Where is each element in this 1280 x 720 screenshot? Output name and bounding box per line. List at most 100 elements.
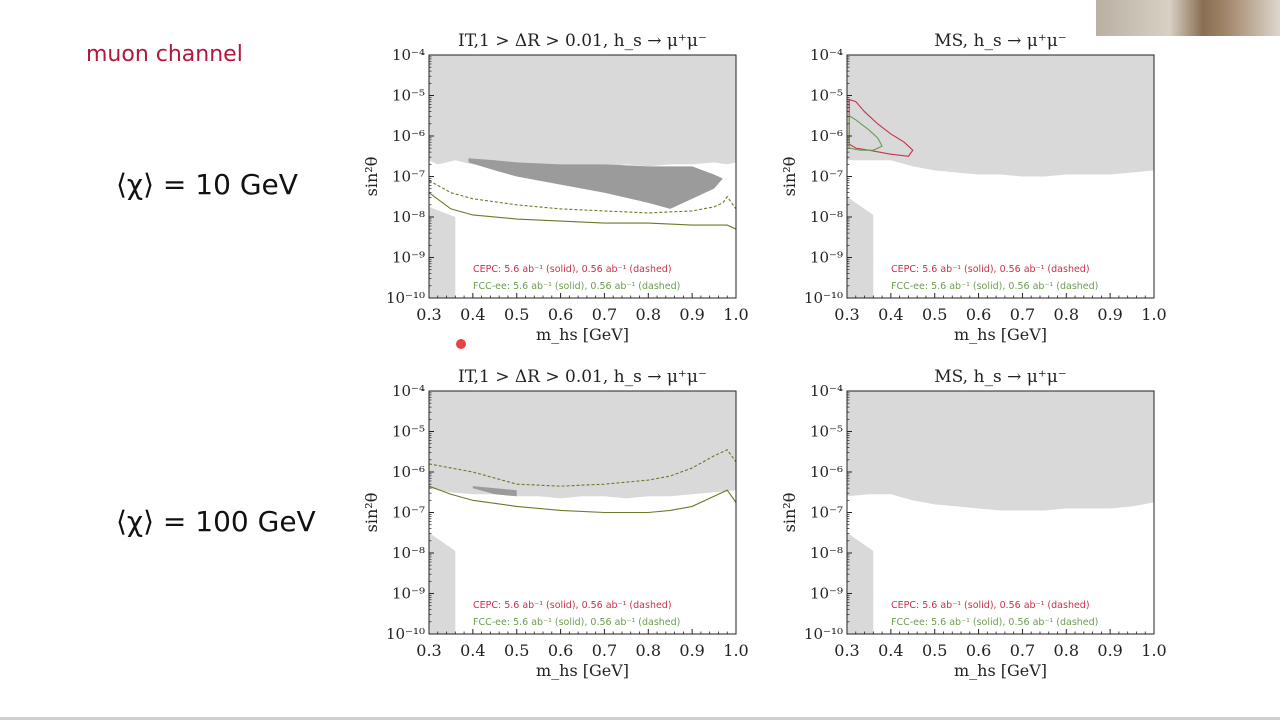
y-tick-label: 10⁻⁷ (810, 168, 843, 186)
x-axis-label: m_hs [GeV] (536, 661, 629, 680)
y-axis-label: sin²θ (362, 493, 381, 533)
excluded-region-top (847, 391, 1154, 511)
legend-fcc: FCC-ee: 5.6 ab⁻¹ (solid), 0.56 ab⁻¹ (das… (891, 281, 1098, 292)
legend-fcc: FCC-ee: 5.6 ab⁻¹ (solid), 0.56 ab⁻¹ (das… (473, 617, 680, 628)
y-tick-label: 10⁻⁹ (810, 585, 843, 603)
excluded-region-bottom (847, 196, 874, 298)
chart-title: IT,1 > ΔR > 0.01, h_s → μ⁺μ⁻ (458, 31, 707, 51)
y-tick-label: 10⁻¹⁰ (386, 625, 425, 643)
legend-cepc: CEPC: 5.6 ab⁻¹ (solid), 0.56 ab⁻¹ (dashe… (473, 264, 672, 275)
excluded-region-top (847, 55, 1154, 177)
y-tick-label: 10⁻⁸ (810, 544, 843, 562)
x-tick-label: 0.5 (922, 641, 947, 660)
y-tick-label: 10⁻⁵ (810, 423, 843, 441)
x-tick-label: 0.4 (460, 305, 485, 324)
y-tick-label: 10⁻⁸ (810, 208, 843, 226)
y-tick-label: 10⁻⁷ (810, 504, 843, 522)
y-tick-label: 10⁻⁴ (392, 382, 425, 400)
x-axis-label: m_hs [GeV] (954, 325, 1047, 344)
x-tick-label: 0.6 (966, 641, 991, 660)
x-tick-label: 0.3 (416, 641, 441, 660)
legend-cepc: CEPC: 5.6 ab⁻¹ (solid), 0.56 ab⁻¹ (dashe… (891, 264, 1090, 275)
x-tick-label: 0.3 (834, 641, 859, 660)
y-tick-label: 10⁻⁵ (810, 87, 843, 105)
y-tick-label: 10⁻¹⁰ (386, 289, 425, 307)
legend-fcc: FCC-ee: 5.6 ab⁻¹ (solid), 0.56 ab⁻¹ (das… (891, 617, 1098, 628)
x-tick-label: 0.8 (1054, 305, 1079, 324)
y-tick-label: 10⁻⁵ (392, 87, 425, 105)
y-tick-label: 10⁻⁹ (810, 249, 843, 267)
y-axis-label: sin²θ (780, 157, 799, 197)
x-tick-label: 0.9 (679, 305, 704, 324)
x-tick-label: 0.9 (1097, 641, 1122, 660)
x-tick-label: 0.6 (966, 305, 991, 324)
y-tick-label: 10⁻⁴ (810, 46, 843, 64)
x-tick-label: 1.0 (723, 305, 748, 324)
y-tick-label: 10⁻⁸ (392, 208, 425, 226)
x-tick-label: 0.6 (548, 305, 573, 324)
x-tick-label: 1.0 (1141, 641, 1166, 660)
sensitivity-curve-solid (428, 485, 737, 514)
y-axis-label: sin²θ (362, 157, 381, 197)
x-tick-label: 1.0 (1141, 305, 1166, 324)
excluded-region-top (429, 55, 736, 167)
x-tick-label: 0.5 (504, 641, 529, 660)
x-tick-label: 0.9 (1097, 305, 1122, 324)
excluded-region-top (429, 391, 736, 499)
x-tick-label: 0.8 (636, 641, 661, 660)
x-tick-label: 0.9 (679, 641, 704, 660)
y-tick-label: 10⁻¹⁰ (804, 625, 843, 643)
y-axis-label: sin²θ (780, 493, 799, 533)
y-tick-label: 10⁻⁶ (810, 127, 843, 145)
x-tick-label: 0.5 (504, 305, 529, 324)
legend-cepc: CEPC: 5.6 ab⁻¹ (solid), 0.56 ab⁻¹ (dashe… (891, 600, 1090, 611)
y-tick-label: 10⁻⁶ (810, 463, 843, 481)
y-tick-label: 10⁻⁴ (392, 46, 425, 64)
chart-title: MS, h_s → μ⁺μ⁻ (934, 367, 1067, 387)
x-tick-label: 0.4 (878, 641, 903, 660)
x-tick-label: 0.3 (834, 305, 859, 324)
y-tick-label: 10⁻⁸ (392, 544, 425, 562)
chart-title: IT,1 > ΔR > 0.01, h_s → μ⁺μ⁻ (458, 367, 707, 387)
chart-title: MS, h_s → μ⁺μ⁻ (934, 31, 1067, 51)
excluded-region-bottom (847, 532, 874, 634)
sensitivity-curve-solid (428, 192, 737, 230)
x-tick-label: 0.7 (1010, 305, 1035, 324)
x-tick-label: 0.8 (1054, 641, 1079, 660)
x-tick-label: 0.7 (1010, 641, 1035, 660)
y-tick-label: 10⁻⁶ (392, 463, 425, 481)
legend-fcc: FCC-ee: 5.6 ab⁻¹ (solid), 0.56 ab⁻¹ (das… (473, 281, 680, 292)
x-tick-label: 0.5 (922, 305, 947, 324)
sensitivity-curve-dashed (428, 180, 737, 214)
sensitivity-curve-solid (848, 114, 883, 151)
x-axis-label: m_hs [GeV] (954, 661, 1047, 680)
row-label-10gev: ⟨χ⟩ = 10 GeV (116, 168, 298, 201)
y-tick-label: 10⁻⁶ (392, 127, 425, 145)
row-label-100gev: ⟨χ⟩ = 100 GeV (116, 505, 316, 538)
legend-cepc: CEPC: 5.6 ab⁻¹ (solid), 0.56 ab⁻¹ (dashe… (473, 600, 672, 611)
webcam-thumbnail (1096, 0, 1280, 36)
x-axis-label: m_hs [GeV] (536, 325, 629, 344)
x-tick-label: 0.8 (636, 305, 661, 324)
x-tick-label: 0.3 (416, 305, 441, 324)
x-tick-label: 1.0 (723, 641, 748, 660)
x-tick-label: 0.4 (878, 305, 903, 324)
excluded-region-bottom (429, 206, 456, 298)
y-tick-label: 10⁻⁹ (392, 249, 425, 267)
y-tick-label: 10⁻⁷ (392, 168, 425, 186)
slide-title: muon channel (86, 42, 243, 67)
x-tick-label: 0.7 (592, 305, 617, 324)
x-tick-label: 0.4 (460, 641, 485, 660)
y-tick-label: 10⁻⁴ (810, 382, 843, 400)
excluded-region-dark (472, 486, 517, 497)
excluded-region-dark (468, 158, 723, 209)
y-tick-label: 10⁻¹⁰ (804, 289, 843, 307)
x-tick-label: 0.6 (548, 641, 573, 660)
sensitivity-curve-dashed (428, 449, 737, 487)
x-tick-label: 0.7 (592, 641, 617, 660)
y-tick-label: 10⁻⁵ (392, 423, 425, 441)
y-tick-label: 10⁻⁷ (392, 504, 425, 522)
y-tick-label: 10⁻⁹ (392, 585, 425, 603)
bottom-bar (0, 717, 1280, 720)
